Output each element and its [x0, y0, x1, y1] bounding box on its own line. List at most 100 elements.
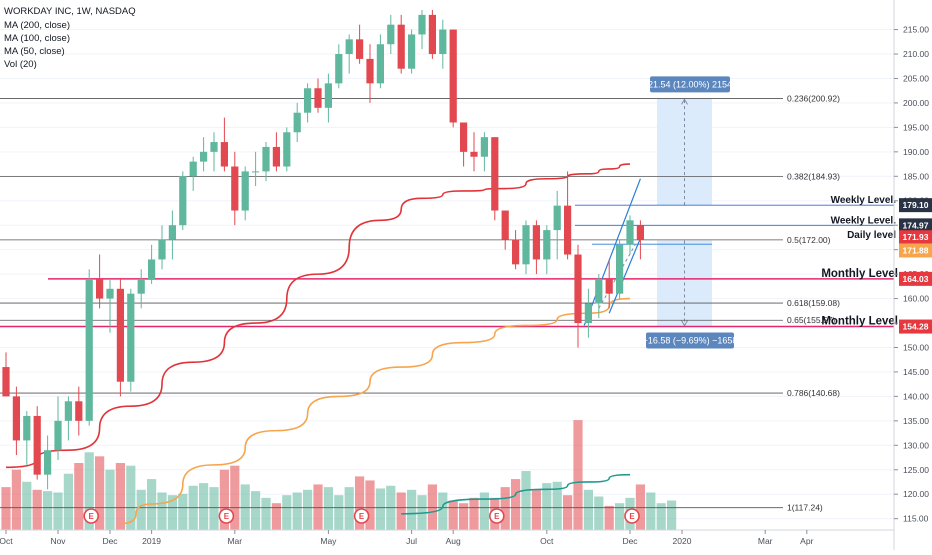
price-tick-label: 200.00: [903, 98, 929, 108]
candle[interactable]: [491, 137, 499, 221]
earnings-marker[interactable]: [83, 508, 99, 524]
candle[interactable]: [595, 274, 603, 319]
candle[interactable]: [553, 190, 561, 260]
candle[interactable]: [501, 210, 509, 250]
candle[interactable]: [376, 34, 384, 89]
candle-body: [12, 396, 20, 441]
candle[interactable]: [366, 44, 374, 103]
volume-bar: [583, 489, 593, 530]
monthly-levels: Monthly Level Monthly Level: [0, 268, 898, 328]
ma-line-0: [5, 163, 631, 469]
volume-bar: [313, 484, 323, 530]
candle[interactable]: [137, 269, 145, 309]
candle[interactable]: [460, 122, 468, 167]
candle[interactable]: [408, 29, 416, 74]
candle[interactable]: [428, 10, 436, 59]
price-tick-label: 185.00: [903, 171, 929, 181]
candle[interactable]: [189, 156, 197, 191]
candle[interactable]: [532, 220, 540, 275]
earnings-marker[interactable]: [488, 508, 505, 524]
earnings-marker[interactable]: [218, 508, 235, 524]
candle-body: [2, 367, 10, 397]
candle[interactable]: [23, 411, 31, 465]
volume-bar: [74, 463, 84, 530]
candle[interactable]: [85, 269, 93, 426]
candle-body: [179, 176, 187, 226]
volume-bar: [407, 489, 417, 530]
time-tick-label: Dec: [622, 536, 638, 546]
grid: [0, 29, 894, 520]
candle-body: [356, 39, 364, 59]
candle[interactable]: [605, 259, 613, 309]
candle[interactable]: [33, 406, 41, 480]
volume-bar: [573, 420, 583, 530]
indicator-label: Vol (20): [4, 59, 37, 70]
candle[interactable]: [12, 386, 20, 456]
candle[interactable]: [168, 210, 176, 260]
candle[interactable]: [158, 225, 166, 270]
candle[interactable]: [543, 225, 551, 275]
candle[interactable]: [220, 117, 228, 172]
candle[interactable]: [106, 279, 114, 333]
candle[interactable]: [44, 435, 52, 490]
candle[interactable]: [449, 29, 457, 128]
time-axis: Oct Nov Dec 2019 Mar May Jul Aug Oct Dec 2020 Mar Ap…: [0, 529, 894, 546]
volume-bar: [32, 489, 42, 530]
candle[interactable]: [387, 14, 395, 55]
candle[interactable]: [64, 396, 72, 441]
candle[interactable]: [470, 132, 478, 172]
moving-averages: [5, 163, 631, 525]
candle[interactable]: [480, 132, 488, 172]
candle-body: [168, 225, 176, 240]
candle[interactable]: [179, 171, 187, 231]
candle[interactable]: [283, 127, 291, 172]
candle[interactable]: [522, 220, 530, 275]
candle[interactable]: [418, 10, 426, 50]
candle[interactable]: [345, 34, 353, 74]
candle[interactable]: [210, 132, 218, 172]
candle[interactable]: [397, 14, 405, 74]
earnings-marker[interactable]: [624, 508, 640, 524]
candle[interactable]: [54, 396, 62, 460]
volume-bar: [479, 492, 489, 530]
candle[interactable]: [96, 254, 104, 309]
candle[interactable]: [574, 244, 582, 348]
candle-body: [127, 293, 135, 382]
candle[interactable]: [616, 239, 624, 299]
candle[interactable]: [324, 73, 332, 123]
candle[interactable]: [293, 102, 301, 143]
candle[interactable]: [252, 151, 260, 187]
candle[interactable]: [148, 244, 156, 284]
candle-body: [408, 34, 416, 69]
candle[interactable]: [272, 132, 280, 172]
candle[interactable]: [626, 215, 634, 255]
candle[interactable]: [439, 19, 447, 69]
candle[interactable]: [356, 24, 364, 64]
price-tick-label: 145.00: [903, 367, 929, 377]
candle[interactable]: [304, 83, 312, 123]
candle[interactable]: [200, 137, 208, 172]
candle[interactable]: [127, 288, 135, 392]
candle[interactable]: [314, 78, 322, 113]
candle[interactable]: [116, 279, 124, 397]
volume-bar: [396, 492, 406, 530]
volume-bar: [43, 491, 53, 530]
candle-body: [460, 122, 468, 152]
candle-body: [314, 88, 322, 108]
candle[interactable]: [231, 151, 239, 226]
candle[interactable]: [512, 230, 520, 270]
candle[interactable]: [2, 352, 10, 397]
candle[interactable]: [241, 166, 249, 221]
candle[interactable]: [564, 171, 572, 260]
volume-bar: [219, 469, 229, 530]
earnings-marker[interactable]: [353, 508, 370, 524]
candle[interactable]: [584, 288, 592, 338]
candle[interactable]: [262, 142, 270, 182]
candle[interactable]: [75, 386, 83, 436]
candle[interactable]: [636, 220, 644, 260]
fib-label: 0.786(140.68): [787, 388, 840, 398]
candle[interactable]: [335, 44, 343, 89]
candle-body: [543, 230, 551, 260]
